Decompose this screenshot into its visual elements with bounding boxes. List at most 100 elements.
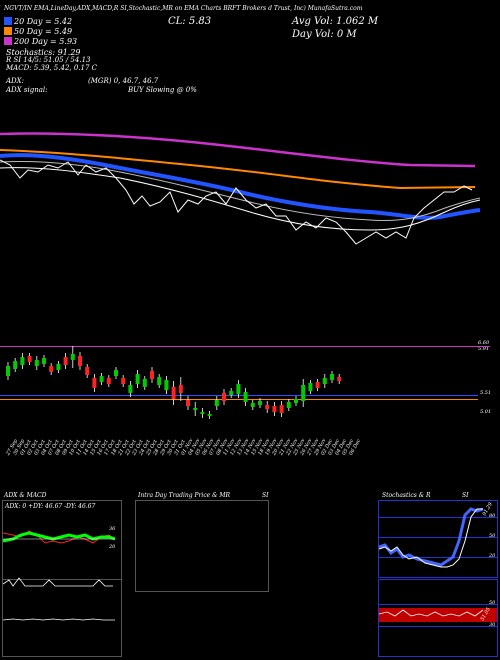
ema20-line — [0, 153, 481, 220]
stoch-20-line — [379, 557, 497, 558]
ema50-swatch — [4, 27, 12, 35]
candle-up — [164, 380, 169, 390]
candle-up — [128, 385, 133, 393]
macd-lines — [2, 577, 115, 621]
ema-grey-line — [0, 160, 481, 221]
adx-values: (MGR) 0, 46.7, 46.7 — [88, 77, 159, 85]
candle-down — [186, 400, 190, 406]
candle-up — [322, 378, 327, 384]
candle-down — [49, 366, 54, 372]
chart-header-line: NGVT/IN EMA,LineDay,ADX,MACD,R SI,Stocha… — [4, 5, 363, 12]
stochastics-value: Stochastics: 91.29 — [6, 48, 81, 57]
ema20-level-line — [0, 395, 478, 396]
candle-up — [193, 408, 198, 410]
rsi-lines — [378, 609, 484, 617]
ema50-label: 50 Day = 5.49 — [14, 27, 73, 36]
candle-up — [135, 374, 140, 384]
candle-down — [106, 378, 111, 384]
candle-down — [150, 371, 154, 379]
ema50-line — [0, 149, 476, 190]
macd-value: MACD: 5.39, 5.42, 0.17 C — [6, 64, 98, 72]
candle-down — [178, 385, 183, 393]
candle-down — [272, 406, 277, 412]
adx-panel-title: ADX & MACD — [4, 492, 47, 499]
adx-panel: ADX: 0 +DY: 46.67 -DY: 46.67 36 20 — [2, 500, 122, 580]
candle-up — [207, 414, 212, 416]
price-label-top: 6.60 — [478, 340, 490, 346]
candle-down — [63, 357, 68, 365]
price-label-low: 5.01 — [480, 409, 492, 415]
candle-up — [294, 399, 298, 403]
candle-down — [27, 356, 32, 362]
avg-volume: Avg Vol: 1.062 M — [292, 16, 379, 27]
stoch-tick-80: 80 — [489, 513, 496, 519]
rsi-zone-band — [379, 608, 497, 622]
candle-down — [121, 378, 126, 384]
candle-up — [214, 400, 219, 406]
candle-down — [337, 377, 342, 381]
adx-label: ADX: — [6, 77, 25, 85]
macd-panel — [2, 577, 122, 657]
rsi-value: R SI 14/5: 51.05 / 54.13 — [6, 56, 91, 64]
ema20-swatch — [4, 17, 12, 25]
ema200-label: 200 Day = 5.93 — [14, 37, 78, 46]
candle-up — [236, 384, 241, 394]
adx-lines — [2, 530, 116, 544]
candle-down — [279, 405, 284, 413]
ema200-level-line — [0, 346, 490, 347]
rsi-30-line — [379, 626, 497, 627]
ema20-label: 20 Day = 5.42 — [14, 17, 73, 26]
adx-tick-20: 20 — [109, 544, 116, 550]
stoch-panel: 80 50 20 91.29 — [378, 500, 498, 578]
intraday-panel — [135, 500, 269, 592]
price-label-mid: 5.51 — [480, 390, 492, 396]
ema-white-line-2 — [0, 167, 481, 231]
candle-up — [56, 364, 61, 370]
candle-down — [265, 405, 270, 409]
adx-plus-line — [2, 531, 116, 543]
candle-up — [200, 412, 205, 414]
candle-up — [243, 392, 248, 402]
candle-down — [78, 356, 82, 366]
intraday-panel-title-right: SI — [262, 492, 269, 499]
candle-up — [308, 383, 313, 391]
stoch-80-line — [379, 517, 497, 518]
rsi-50-line — [379, 604, 497, 605]
close-price-line — [0, 159, 473, 245]
candle-up — [13, 361, 18, 369]
day-volume: Day Vol: 0 M — [292, 29, 357, 40]
candle-down — [92, 378, 97, 388]
candle-down — [85, 367, 90, 375]
stoch-tick-20: 20 — [489, 553, 496, 559]
intraday-panel-title: Intra Day Trading Price & MR — [138, 492, 231, 499]
adx-tick-36: 36 — [109, 526, 116, 532]
close-price: CL: 5.83 — [168, 16, 212, 27]
candle-up — [258, 401, 262, 405]
candle-up — [70, 354, 75, 360]
stoch-k-line — [378, 507, 484, 567]
candle-down — [315, 382, 320, 388]
candlestick-chart — [6, 346, 342, 419]
ema50-level-line — [0, 399, 478, 400]
stoch-lines — [378, 507, 484, 568]
candle-down — [222, 393, 226, 401]
candle-up — [301, 385, 306, 401]
candle-up — [99, 376, 104, 382]
candle-up — [157, 377, 162, 385]
rsi-tick-30: 30 — [489, 622, 496, 628]
ema200-line — [0, 132, 476, 168]
candle-up — [330, 374, 334, 380]
candle-up — [6, 366, 10, 376]
rsi-panel: 50 30 51.05 — [378, 579, 498, 657]
adx-signal-label: ADX signal: — [6, 86, 48, 94]
candle-up — [20, 357, 25, 365]
stoch-panel-title-right: SI — [462, 492, 469, 499]
candle-up — [250, 403, 255, 407]
ema-chart — [0, 132, 481, 245]
macd-upper-line — [2, 577, 113, 587]
rsi-line — [378, 609, 484, 617]
candle-up — [229, 391, 234, 395]
rsi-tick-50: 50 — [489, 600, 496, 606]
candle-up — [114, 370, 118, 376]
candle-up — [286, 402, 291, 408]
